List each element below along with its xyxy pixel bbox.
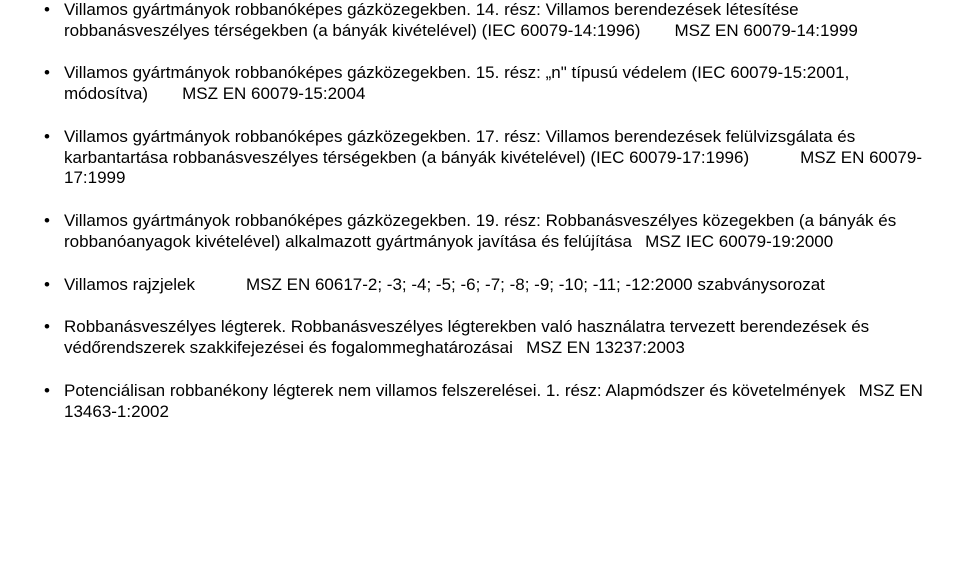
- list-item-text: Villamos gyártmányok robbanóképes gázköz…: [64, 211, 896, 251]
- list-item: Villamos gyártmányok robbanóképes gázköz…: [36, 127, 924, 189]
- list-item: Villamos gyártmányok robbanóképes gázköz…: [36, 211, 924, 252]
- list-item-text: Villamos rajzjelek MSZ EN 60617-2; -3; -…: [64, 275, 825, 294]
- list-item: Robbanásveszélyes légterek. Robbanásvesz…: [36, 317, 924, 358]
- list-item: Villamos gyártmányok robbanóképes gázköz…: [36, 0, 924, 41]
- list-item-text: Robbanásveszélyes légterek. Robbanásvesz…: [64, 317, 869, 357]
- list-item-text: Villamos gyártmányok robbanóképes gázköz…: [64, 127, 922, 187]
- list-item-text: Villamos gyártmányok robbanóképes gázköz…: [64, 0, 858, 40]
- document-page: Villamos gyártmányok robbanóképes gázköz…: [0, 0, 960, 422]
- list-item: Potenciálisan robbanékony légterek nem v…: [36, 381, 924, 422]
- list-item: Villamos gyártmányok robbanóképes gázköz…: [36, 63, 924, 104]
- list-item-text: Villamos gyártmányok robbanóképes gázköz…: [64, 63, 849, 103]
- bullet-list: Villamos gyártmányok robbanóképes gázköz…: [36, 0, 924, 422]
- list-item-text: Potenciálisan robbanékony légterek nem v…: [64, 381, 923, 421]
- list-item: Villamos rajzjelek MSZ EN 60617-2; -3; -…: [36, 275, 924, 296]
